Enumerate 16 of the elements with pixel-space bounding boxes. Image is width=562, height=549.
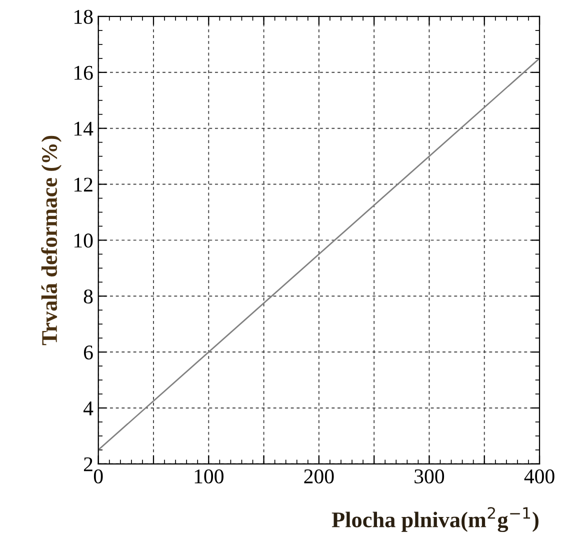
y-tick-label: 14 (74, 122, 94, 136)
y-tick-label: 2 (84, 457, 92, 472)
x-tick-label: 400 (524, 469, 554, 484)
y-tick-label: 8 (84, 289, 93, 304)
y-tick-label: 12 (74, 178, 92, 192)
y-tick-label: 6 (84, 345, 93, 360)
y-tick-label: 10 (74, 234, 93, 248)
y-tick-label: 16 (74, 66, 93, 80)
x-tick-label: 200 (304, 469, 334, 484)
x-tick-label: 0 (94, 469, 103, 484)
x-tick-label: 100 (194, 469, 224, 484)
x-tick-label: 300 (414, 469, 444, 484)
x-axis-title: Plocha plniva(m$^{2}$g$^{−1}$) (332, 507, 538, 532)
y-tick-label: 18 (74, 10, 93, 24)
y-axis-title: Trvalá deformace (%) (41, 136, 62, 346)
y-tick-label: 4 (83, 401, 94, 416)
